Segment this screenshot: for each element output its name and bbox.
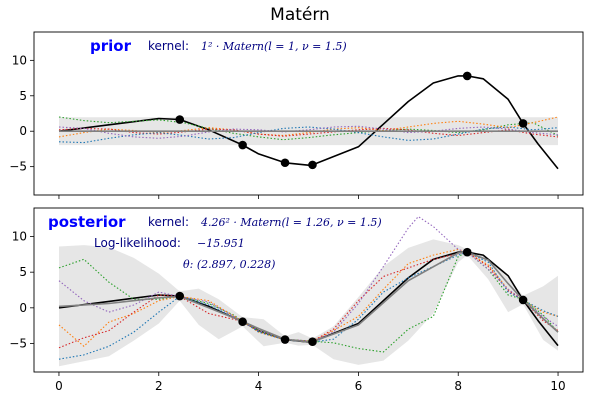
plot-area [58, 216, 559, 367]
y-tick-label: 10 [12, 53, 27, 67]
panel-label: posterior [48, 213, 126, 231]
x-tick-label: 4 [255, 379, 263, 393]
loglik-label: Log-likelihood: [94, 236, 181, 250]
observation-point [280, 158, 290, 168]
kernel-label: kernel: [148, 215, 189, 229]
sample-line-3 [58, 251, 559, 349]
y-tick-label: 0 [19, 124, 27, 138]
observation-point [280, 335, 290, 344]
panels: −5 0 5 10 prior kernel: 1² · Matern(l = 1, ν =… [9, 31, 584, 393]
theta-formula: θ: (2.897, 0.228) [183, 258, 275, 271]
observation-point [518, 119, 528, 128]
loglik-value: −15.951 [197, 237, 245, 250]
x-tick-label: 2 [155, 379, 163, 393]
observation-point [308, 160, 317, 170]
observation-point [462, 71, 472, 81]
observation-point [308, 337, 317, 346]
observation-point [518, 295, 528, 305]
observation-point [462, 247, 472, 257]
y-tick-label: −5 [9, 160, 27, 174]
x-tick-label: 6 [355, 379, 363, 393]
y-tick-label: 10 [12, 230, 27, 244]
kernel-formula: 4.26² · Matern(l = 1.26, ν = 1.5) [200, 216, 382, 229]
sample-line-4 [58, 251, 559, 360]
sample-line-2 [58, 248, 559, 347]
x-tick-label: 10 [550, 379, 565, 393]
observation-point [175, 115, 185, 124]
panel-label: prior [90, 37, 132, 55]
observation-point [238, 317, 247, 327]
x-tick-label: 0 [55, 379, 63, 393]
axes-frame [33, 31, 584, 196]
kernel-formula: 1² · Matern(l = 1, ν = 1.5) [201, 40, 347, 53]
uncertainty-band [59, 239, 558, 367]
axes-frame [33, 207, 584, 373]
observation-point [238, 140, 247, 150]
y-tick-label: −5 [9, 336, 27, 350]
true-function-line [58, 75, 559, 170]
panel-prior: −5 0 5 10 prior kernel: 1² · Matern(l = 1, ν =… [9, 31, 584, 199]
y-tick-label: 0 [19, 301, 27, 315]
x-tick-label: 8 [454, 379, 462, 393]
panel-posterior: 0 2 4 6 8 10 −5 0 5 10 posterior kernel: 4.26² · Mat… [9, 207, 584, 393]
kernel-label: kernel: [148, 39, 189, 53]
y-tick-label: 5 [19, 89, 27, 103]
sample-line-5 [58, 216, 559, 342]
figure-title: Matérn [270, 5, 330, 25]
sample-line-3 [58, 127, 559, 138]
y-tick-label: 5 [19, 265, 27, 279]
observation-point [175, 291, 185, 301]
plot-area [58, 71, 559, 170]
